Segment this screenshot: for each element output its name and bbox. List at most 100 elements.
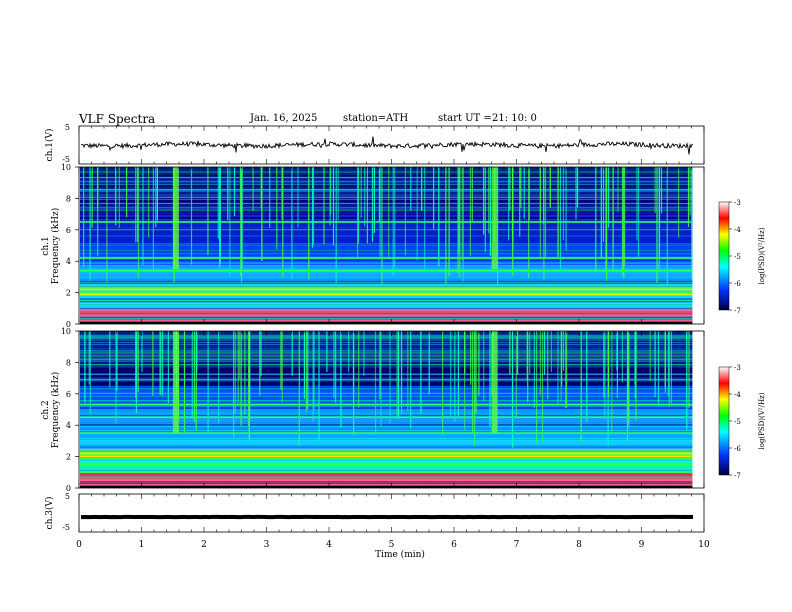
spec-sferic [474, 331, 476, 447]
spec-ytick-label: 2 [66, 289, 71, 298]
spec-sferic [364, 167, 366, 227]
spec-texture-line [80, 281, 693, 282]
spec-sferic [97, 167, 99, 209]
spec-sferic [442, 331, 444, 436]
spec-texture-line [80, 198, 693, 200]
spec-sferic [404, 167, 406, 256]
spec-sferic [261, 167, 263, 261]
spec-sferic [457, 167, 459, 273]
spec-sferic [529, 331, 531, 374]
spec-sferic [269, 167, 271, 228]
spec-texture-line [80, 435, 693, 437]
spec-sferic [687, 167, 690, 227]
spec-sferic [190, 167, 193, 265]
spec-sferic [217, 167, 219, 239]
spec-sferic [357, 167, 359, 259]
spec-texture-line [80, 283, 693, 285]
x-tick-label: 0 [76, 540, 82, 550]
spec-texture-line [80, 312, 693, 314]
spec-texture-line [80, 316, 693, 318]
spec-sferic [248, 331, 250, 441]
colorbar-tick-label: -4 [734, 226, 741, 234]
spec-texture-line [80, 215, 693, 217]
spec-texture-line [80, 271, 693, 272]
spec-sferic [658, 167, 660, 270]
spec-texture-line [80, 202, 693, 204]
spec-texture-line [80, 478, 693, 480]
spec-texture-line [80, 436, 693, 438]
spec-texture-line [80, 353, 693, 354]
spec-texture-line [80, 440, 693, 442]
spec-texture-line [80, 477, 693, 479]
colorbar-tick-label: -5 [734, 418, 741, 426]
spec-texture-line [80, 185, 693, 187]
spec-sferic [394, 167, 396, 268]
spec-sferic [152, 167, 154, 270]
spec-sferic [445, 167, 447, 284]
spec-tone [80, 484, 693, 486]
spec-texture-line [80, 253, 693, 255]
spec-tone [80, 471, 693, 474]
spec-sferic [84, 331, 86, 403]
spec-sferic [484, 167, 486, 253]
spec-sferic [483, 331, 485, 402]
spec-sferic [478, 331, 480, 396]
spec-tone [80, 309, 693, 311]
spec-sferic [670, 331, 672, 404]
colorbar-tick-label: -7 [734, 307, 741, 315]
spec-sferic [183, 331, 186, 434]
spec-texture-line [80, 261, 693, 263]
spec-sferic [557, 331, 559, 404]
x-tick-label: 2 [201, 540, 207, 550]
spec-sferic [307, 331, 309, 409]
ch1-spectrogram-image [80, 167, 704, 324]
spec-texture-line [80, 450, 693, 452]
spec-sferic [312, 331, 314, 423]
spec-sferic [603, 331, 605, 398]
spec-sferic [410, 331, 412, 429]
spec-texture-line [80, 206, 693, 208]
spec-sferic [313, 331, 315, 410]
spec-sferic [664, 331, 666, 388]
spec-sferic [97, 167, 99, 256]
spec-texture-line [80, 372, 693, 374]
spec-texture-line [80, 368, 693, 370]
spec-ytick-label: 4 [66, 257, 71, 266]
spec-sferic [329, 167, 331, 226]
spec-texture-line [80, 207, 693, 209]
spec-sferic [636, 167, 638, 241]
spec-texture-line [80, 457, 693, 459]
spec-sferic [656, 167, 658, 283]
spec-sferic [634, 331, 636, 385]
colorbar-tick-label: -6 [734, 280, 741, 288]
spec-texture-line [80, 266, 693, 268]
panel-ch1-spectrogram: 0 2 4 6 8 10 ch.1 Frequency (kHz) [41, 163, 705, 329]
spec-sferic [252, 167, 254, 212]
spec-texture-line [80, 406, 693, 408]
spec-sferic [621, 167, 624, 275]
spec-texture-line [80, 470, 693, 472]
spec-tone [80, 432, 693, 434]
spec-sferic [162, 331, 164, 396]
spec-sferic [156, 167, 158, 221]
spec-ytick-label: 6 [66, 390, 71, 399]
spec-texture-line [80, 344, 693, 346]
spec-texture-line [80, 358, 693, 360]
spec-sferic [550, 331, 552, 372]
ch1-waveform-trace [80, 136, 693, 155]
spec-texture-line [80, 316, 693, 317]
spec-tone [80, 416, 693, 419]
spec-texture-line [80, 279, 693, 281]
ch2-spectrogram-image [80, 331, 704, 488]
spec-sferic [318, 331, 320, 442]
spec-sferic [635, 331, 637, 373]
spec-sferic [562, 331, 565, 371]
spec-texture-line [80, 362, 693, 364]
spec-texture-line [80, 286, 693, 288]
spec-sferic [536, 331, 538, 444]
spec-sferic [195, 331, 197, 431]
spec-sferic [565, 167, 567, 251]
spec-sferic [543, 331, 546, 375]
panel-ch2-spectrogram: 0 2 4 6 8 10 ch.2 Frequency (kHz) [41, 327, 705, 493]
x-axis-label: Time (min) [375, 549, 425, 560]
